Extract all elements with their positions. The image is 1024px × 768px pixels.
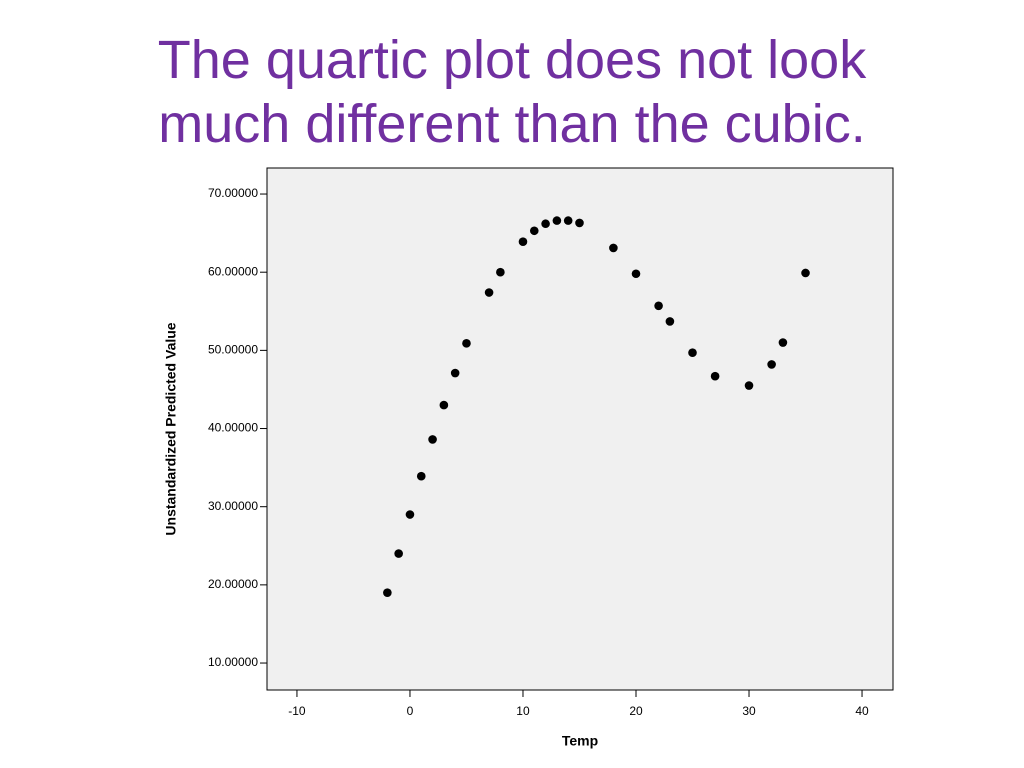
point xyxy=(801,268,810,278)
point xyxy=(631,269,641,279)
x-tick-label: 10 xyxy=(516,704,530,718)
y-tick-label: 30.00000 xyxy=(208,499,258,513)
y-tick-label: 70.00000 xyxy=(208,186,258,200)
point xyxy=(518,237,528,247)
point xyxy=(462,339,471,348)
point xyxy=(575,218,584,228)
point xyxy=(428,435,437,444)
point xyxy=(405,510,415,519)
y-tick-label: 20.00000 xyxy=(208,577,258,591)
x-axis-label: Temp xyxy=(562,733,598,749)
point xyxy=(439,400,449,410)
slide-title: The quartic plot does not look much diff… xyxy=(157,30,867,154)
point xyxy=(484,288,494,297)
y-tick-label: 40.00000 xyxy=(208,421,258,435)
y-axis-label: Unstandardized Predicted Value xyxy=(163,322,179,535)
point xyxy=(654,301,663,311)
point xyxy=(496,267,505,277)
x-tick-label: 0 xyxy=(407,704,414,718)
point xyxy=(744,381,754,390)
x-tick-label: 40 xyxy=(855,704,869,718)
y-tick-label: 10.00000 xyxy=(208,655,258,669)
point xyxy=(529,226,539,236)
point xyxy=(609,243,618,253)
x-tick-label: 20 xyxy=(629,704,643,718)
point xyxy=(563,216,573,225)
point xyxy=(710,371,720,381)
plot-area xyxy=(266,167,894,691)
point xyxy=(394,549,403,558)
point xyxy=(416,471,426,481)
x-tick-label: -10 xyxy=(288,704,306,718)
y-tick-label: 50.00000 xyxy=(208,343,258,357)
x-tick-label: 30 xyxy=(742,704,756,718)
point xyxy=(778,338,788,347)
point xyxy=(688,348,697,358)
point xyxy=(552,216,562,225)
point xyxy=(541,219,550,229)
point xyxy=(665,317,675,326)
point xyxy=(383,588,392,597)
point xyxy=(767,360,776,369)
y-tick-label: 60.00000 xyxy=(208,264,258,278)
point xyxy=(450,368,460,378)
